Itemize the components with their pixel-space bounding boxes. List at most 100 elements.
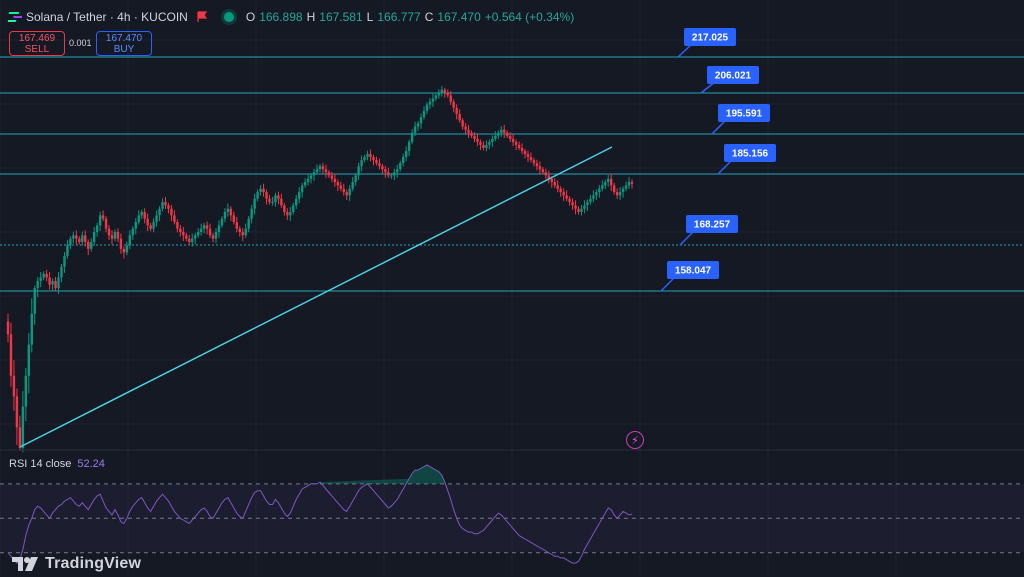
candle-body [194, 235, 197, 239]
rsi-legend[interactable]: RSI 14 close 52.24 [9, 458, 105, 470]
lightning-icon[interactable]: ⚡ [626, 431, 644, 449]
candle-body [33, 288, 36, 314]
candle-body [15, 396, 19, 428]
flag-icon[interactable] [196, 11, 208, 23]
candle-body [27, 344, 30, 376]
callout-box [707, 66, 759, 84]
candle-body [66, 245, 69, 257]
candle-body [378, 163, 381, 167]
candle-body [586, 202, 589, 206]
candle-body [363, 157, 366, 161]
ohlc-low: 166.777 [377, 10, 421, 24]
candle-body [565, 195, 568, 199]
buy-button[interactable]: 167.470 BUY [96, 31, 152, 56]
candle-body [134, 222, 137, 229]
candle-body [140, 212, 143, 216]
candle-body [292, 205, 295, 213]
candle-body [107, 228, 111, 236]
candle-body [101, 215, 105, 219]
horizontal-levels [0, 56, 1024, 292]
candle-body [497, 132, 500, 136]
candle-body [235, 222, 238, 229]
candle-body [176, 222, 179, 229]
candle-body [95, 225, 99, 233]
candle-body [476, 138, 479, 142]
candle-body [491, 138, 494, 142]
callout-box [667, 261, 719, 279]
candle-body [381, 166, 384, 170]
candle-body [265, 192, 268, 199]
candle-body [538, 166, 542, 170]
candle-body [589, 198, 592, 203]
candle-body [473, 135, 476, 139]
candle-body [615, 192, 619, 196]
candle-body [244, 228, 247, 236]
candle-body [494, 135, 497, 139]
candle-body [550, 178, 553, 183]
candle-body [217, 225, 221, 233]
candle-body [324, 169, 328, 173]
candle-body [253, 198, 256, 209]
candle-body [348, 188, 351, 196]
candle-body [559, 188, 562, 193]
candle-body [223, 212, 227, 219]
candle-body [229, 208, 233, 216]
candle-body [431, 98, 435, 102]
candle-body [333, 178, 337, 183]
candle-body [461, 120, 464, 127]
symbol-title[interactable]: Solana / Tether · 4h · KUCOIN [26, 10, 188, 24]
candle-body [339, 185, 342, 189]
candle-body [529, 157, 533, 161]
candle-body [48, 277, 51, 285]
candle-body [612, 185, 616, 193]
solana-logo-icon [5, 10, 24, 24]
candle-body [128, 235, 132, 246]
candle-body [295, 198, 298, 206]
candle-body [630, 182, 634, 184]
candle-body [113, 232, 117, 239]
candle-body [90, 241, 93, 249]
candle-body [188, 238, 191, 242]
candle-body [532, 160, 536, 164]
candle-body [345, 192, 348, 196]
candle-body [202, 225, 206, 229]
candle-body [250, 208, 253, 219]
candle-body [330, 175, 334, 179]
candle-body [553, 182, 556, 186]
candle-body [179, 228, 182, 233]
candle-body [131, 228, 134, 236]
candle-body [336, 182, 340, 186]
candle-body [18, 427, 22, 448]
candle-body [375, 160, 378, 164]
candle-body [571, 202, 574, 206]
candle-body [562, 192, 565, 196]
candle-body [277, 195, 280, 199]
candle-body [42, 273, 45, 278]
ohlc-open-key: O [245, 10, 256, 24]
candle-body [455, 107, 458, 115]
tradingview-logo[interactable]: TradingView [12, 555, 141, 573]
candle-body [289, 212, 292, 216]
candle-body [30, 313, 33, 345]
candle-body [574, 205, 577, 209]
support-trendline [19, 146, 613, 448]
candle-body [274, 195, 277, 203]
ohlc-open: 166.898 [259, 10, 303, 24]
candle-body [351, 182, 354, 189]
rsi-line [7, 464, 633, 564]
callout-label: 217.025 [692, 33, 729, 44]
sell-button[interactable]: 167.469 SELL [9, 31, 65, 56]
candle-body [610, 178, 613, 186]
rsi-pane [0, 464, 1024, 564]
callout-box [718, 104, 770, 122]
ohlc-close: 167.470 [437, 10, 481, 24]
candle-body [607, 178, 610, 183]
buy-label: BUY [113, 43, 135, 55]
ohlc-values: O 166.898 H 167.581 L 166.777 C 167.470 +0.5… [246, 10, 574, 24]
sell-label: SELL [24, 43, 50, 55]
candlesticks [6, 85, 634, 453]
price-callouts: 217.025 206.021 195.591 185.156 168.257 158.0… [660, 28, 776, 292]
candle-body [627, 182, 631, 186]
candle-body [443, 89, 446, 93]
